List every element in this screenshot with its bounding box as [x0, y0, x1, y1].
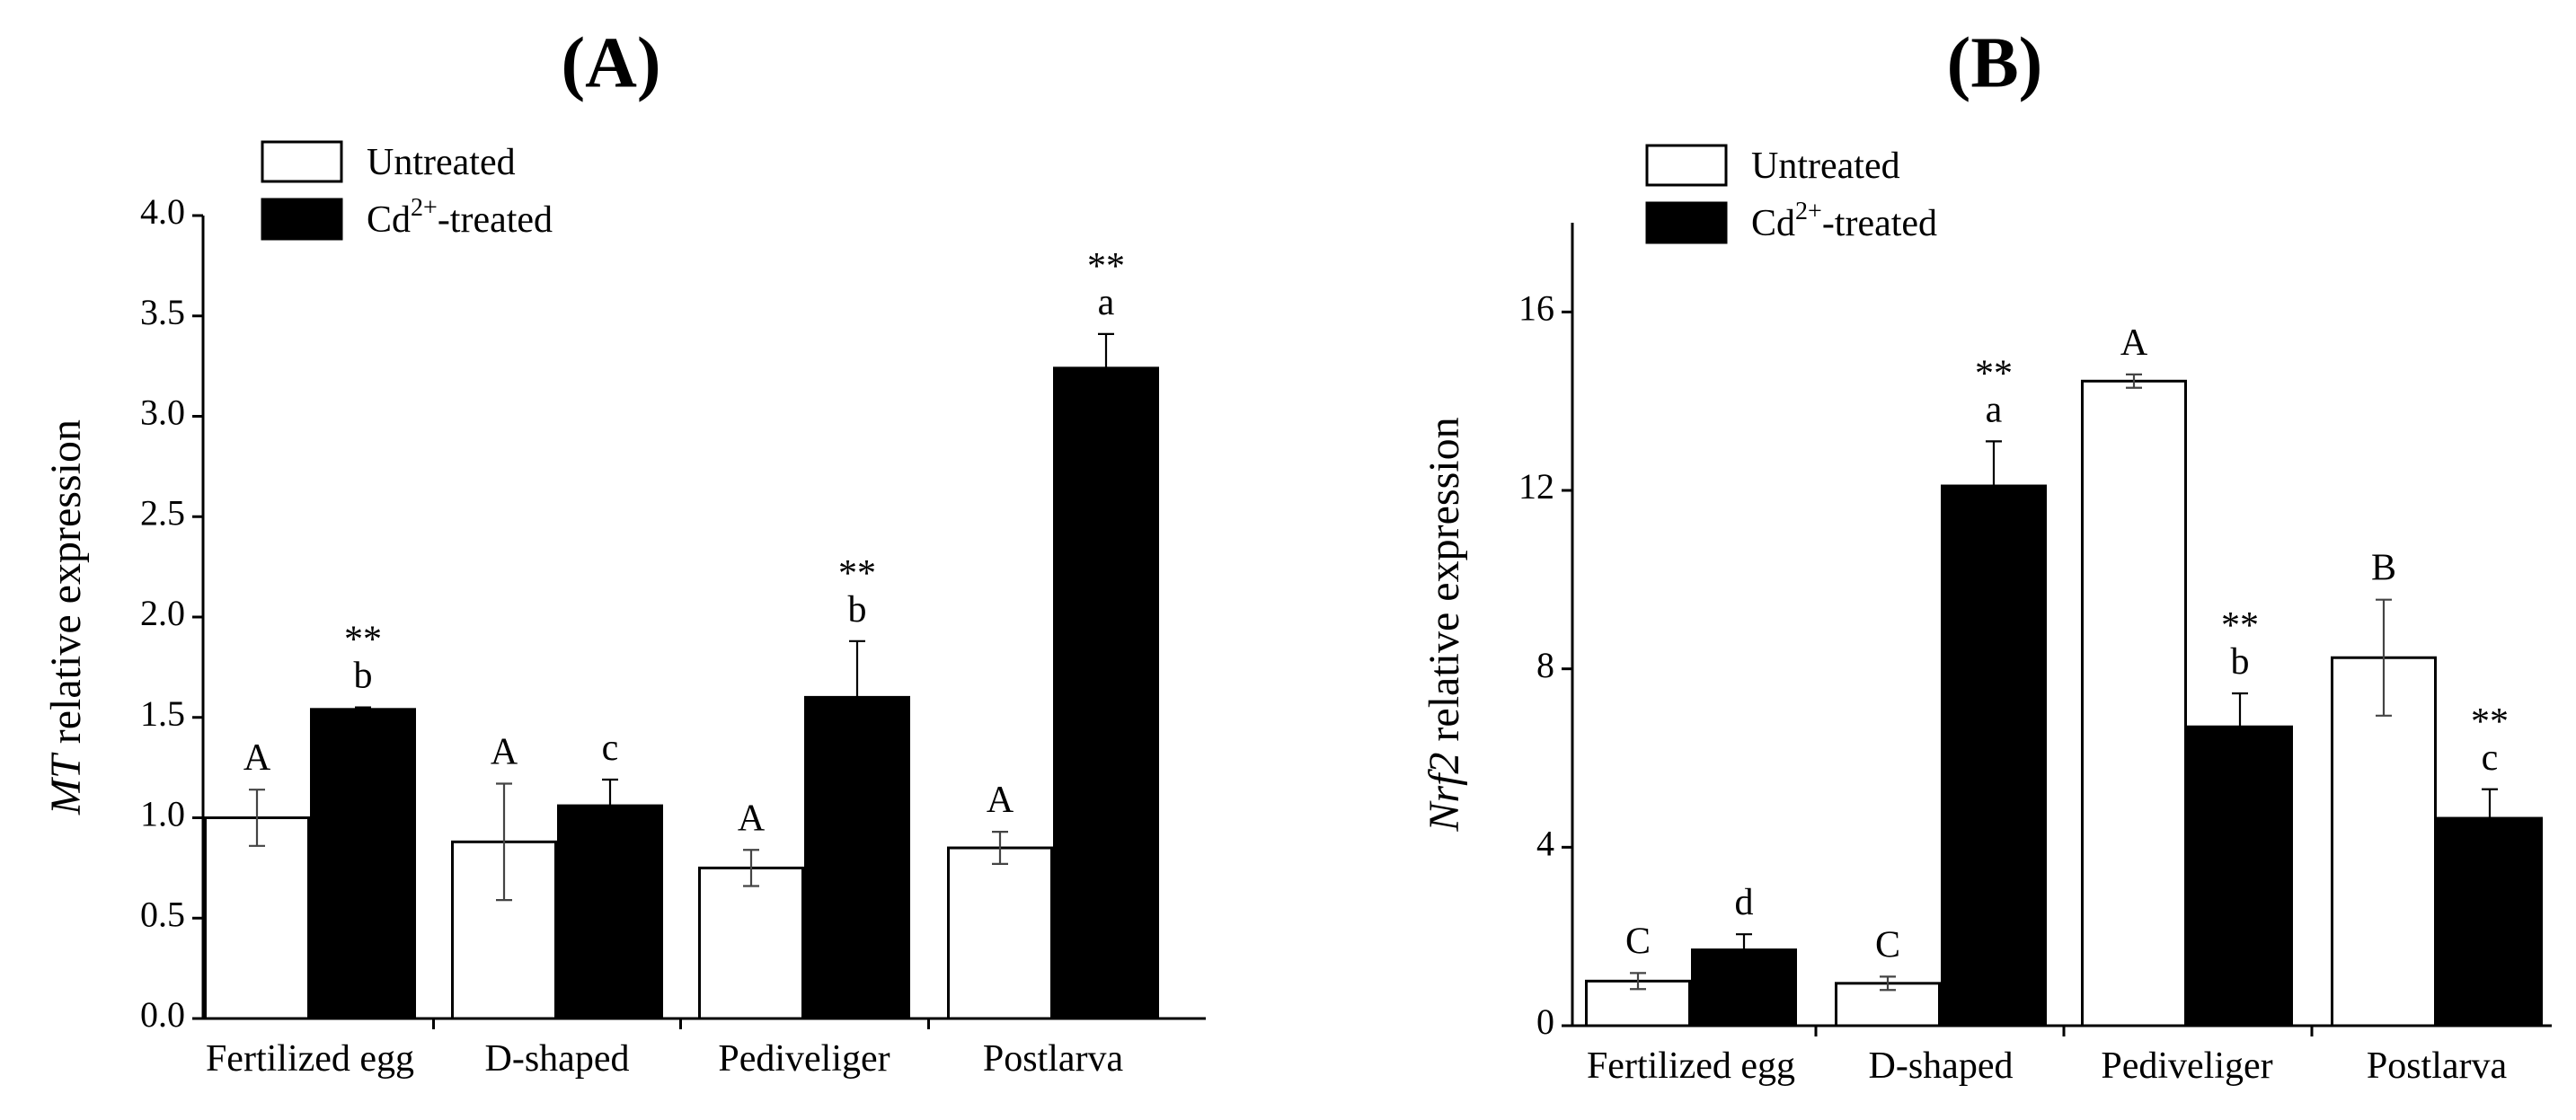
panel-1-legend-swatch-untreated: [1645, 144, 1728, 187]
panel-1-y-tick-label: 16: [1518, 288, 1554, 329]
panel-1-category-label-d-shaped: D-shaped: [1869, 1045, 2014, 1087]
panel-0-category-label-fertilized-egg: Fertilized egg: [206, 1038, 414, 1080]
panel-1-y-tick-label: 12: [1518, 466, 1554, 507]
panel-1-bar-cd2-treated-d-shaped-stars: **: [1975, 353, 2013, 394]
panel-0-legend-label-after: -treated: [438, 199, 553, 241]
panel-1-y-axis-label-rest: relative expression: [1421, 417, 1468, 752]
panel-1-bar-cd2-treated-postlarva-stars: **: [2471, 701, 2509, 743]
panel-0-bar-untreated-postlarva: [947, 846, 1053, 1020]
panel-1-category-label-fertilized-egg: Fertilized egg: [1587, 1045, 1795, 1087]
panel-0-bar-untreated-fertilized-egg-letter: A: [243, 737, 271, 779]
panel-1-bar-cd2-treated-postlarva-letter: c: [2482, 737, 2499, 779]
panel-0-y-tick-label: 2.0: [140, 593, 185, 633]
panel-1-legend-swatch-cd-treated: [1645, 201, 1728, 244]
panel-1-legend-label-untreated: Untreated: [1751, 146, 1900, 187]
panel-0-category-label-postlarva: Postlarva: [983, 1038, 1124, 1080]
panel-0-y-tick-label: 0.5: [140, 894, 185, 934]
panel-0-legend-label-main: Cd: [367, 199, 411, 241]
panel-0-bar-cd2-treated-postlarva: [1053, 366, 1159, 1020]
panel-1-y-axis-label: Nrf2 relative expression: [1421, 417, 1468, 832]
panel-1-bar-untreated-pediveliger: [2081, 379, 2187, 1027]
panel-1-y-tick-label: 8: [1536, 645, 1554, 685]
panel-0-bar-untreated-postlarva-letter: A: [987, 780, 1014, 821]
panel-1-bar-cd2-treated-d-shaped-letter: a: [1986, 389, 2003, 430]
panel-1-legend-label-main: Cd: [1751, 203, 1795, 244]
panel-0-bar-cd2-treated-postlarva-stars: **: [1087, 246, 1125, 287]
panel-0-legend-label-main: Untreated: [367, 142, 516, 183]
panel-0-y-tick-label: 3.0: [140, 392, 185, 433]
panel-1-category-label-pediveliger: Pediveliger: [2101, 1045, 2272, 1087]
panel-0-legend-swatch-untreated: [261, 140, 343, 183]
panel-1-bar-untreated-pediveliger-letter: A: [2120, 322, 2148, 364]
panel-1-legend-label-after: -treated: [1822, 203, 1937, 244]
panel-0-bar-cd2-treated-postlarva-letter: a: [1098, 282, 1115, 323]
panel-1-bar-untreated-d-shaped-letter: C: [1875, 924, 1900, 966]
panel-0-bar-untreated-d-shaped-letter: A: [491, 732, 518, 773]
panel-1-legend-label-main: Untreated: [1751, 146, 1900, 187]
panel-0-bar-untreated-d-shaped: [451, 840, 557, 1020]
panel-1-bar-untreated-postlarva-letter: B: [2371, 548, 2396, 589]
panel-1-bar-untreated-postlarva: [2331, 656, 2437, 1027]
panel-1-bar-cd2-treated-pediveliger: [2187, 725, 2293, 1027]
panel-1-y-axis-label-gene: Nrf2: [1421, 753, 1468, 833]
panel-0-y-axis-label: MT relative expression: [42, 419, 90, 816]
panel-0-y-tick-label: 4.0: [140, 191, 185, 232]
panel-0-y-tick-label: 1.0: [140, 794, 185, 834]
panel-1-bar-cd2-treated-pediveliger-stars: **: [2221, 605, 2259, 647]
panel-b: (B) 0 4 8 12 16 Nrf2 relative expression Fertil…: [1421, 23, 2552, 1087]
panel-0-bar-untreated-fertilized-egg: [204, 816, 310, 1020]
panel-0-legend-label-cd-treated: Cd2+-treated: [367, 194, 553, 241]
panel-1-bar-cd2-treated-d-shaped: [1941, 484, 2047, 1027]
panel-0-y-tick-label: 1.5: [140, 693, 185, 734]
panel-0-bar-cd2-treated-fertilized-egg: [310, 708, 416, 1020]
panel-0-y-axis-label-gene: MT: [42, 752, 90, 816]
panel-0-bar-untreated-pediveliger: [698, 866, 804, 1020]
panel-1-legend-label-cd-treated: Cd2+-treated: [1751, 198, 1937, 244]
panel-0-legend-label-untreated: Untreated: [367, 142, 516, 183]
panel-a: (A) 0.0 0.5 1.0 1.5 2.0 2.5 3.0 3.5 4.0 MT relativ…: [42, 23, 1206, 1080]
panel-0-legend-label-sup: 2+: [411, 194, 438, 222]
panel-1-y-tick-label: 4: [1536, 824, 1554, 864]
panel-0-category-label-d-shaped: D-shaped: [485, 1038, 630, 1080]
panel-0-bar-cd2-treated-pediveliger-stars: **: [838, 553, 876, 595]
panel-1-bar-cd2-treated-pediveliger-letter: b: [2231, 641, 2250, 683]
panel-0-bar-cd2-treated-fertilized-egg-stars: **: [344, 620, 382, 661]
panel-0-y-tick-label: 3.5: [140, 292, 185, 332]
panel-0-bar-untreated-pediveliger-letter: A: [738, 798, 766, 839]
panel-0-y-tick-label: 2.5: [140, 492, 185, 533]
panel-1-bar-cd2-treated-postlarva: [2437, 816, 2543, 1027]
panel-0-y-tick-label: 0.0: [140, 994, 185, 1035]
panel-0-legend-swatch-cd-treated: [261, 198, 343, 241]
panel-0-bar-cd2-treated-d-shaped: [557, 804, 663, 1020]
panel-1-bar-cd2-treated-fertilized-egg-letter: d: [1735, 882, 1754, 923]
panel-1-bar-untreated-fertilized-egg-letter: C: [1625, 921, 1651, 962]
panel-0-bar-cd2-treated-pediveliger-letter: b: [848, 589, 867, 631]
panel-0-bar-cd2-treated-fertilized-egg-letter: b: [354, 656, 373, 697]
panel-1-panel-label: (B): [1947, 23, 2043, 102]
panel-1-legend-label-sup: 2+: [1795, 198, 1822, 225]
panel-1-y-tick-label: 0: [1536, 1001, 1554, 1042]
panel-0-y-axis-label-rest: relative expression: [42, 419, 90, 754]
panel-0-category-label-pediveliger: Pediveliger: [718, 1038, 890, 1080]
panel-1-category-label-postlarva: Postlarva: [2367, 1045, 2508, 1087]
panel-0-bar-cd2-treated-d-shaped-letter: c: [602, 728, 619, 769]
panel-0-panel-label: (A): [561, 23, 660, 102]
